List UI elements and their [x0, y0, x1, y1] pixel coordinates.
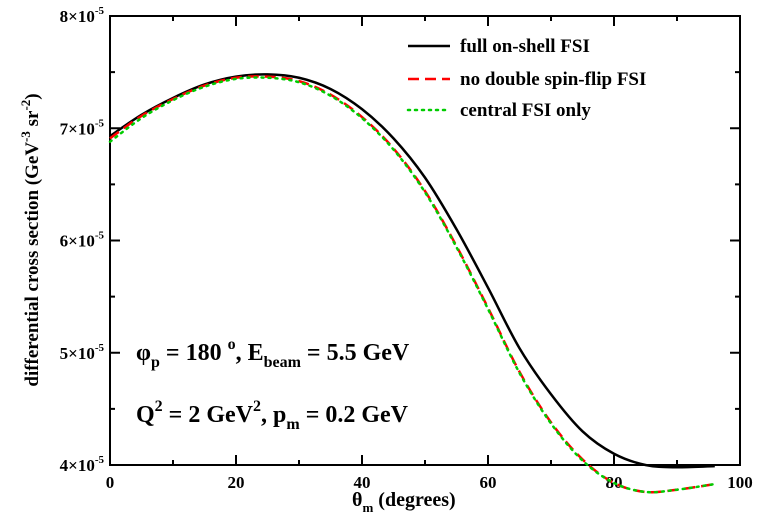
legend-label-central-fsi: central FSI only — [460, 100, 591, 121]
y-tick-label: 6×10-5 — [60, 230, 105, 251]
legend-label-full-on-shell: full on-shell FSI — [460, 36, 590, 57]
x-tick-label: 20 — [228, 473, 245, 492]
legend: full on-shell FSI no double spin-flip FS… — [406, 36, 646, 121]
annotation-kinematics-1: φp = 180 o, Ebeam = 5.5 GeV — [136, 336, 410, 371]
y-tick-label: 4×10-5 — [60, 454, 105, 475]
series-line-no-double-spin-flip — [109, 75, 715, 494]
x-tick-label: 100 — [727, 473, 753, 492]
y-tick-label: 7×10-5 — [60, 117, 105, 138]
annotation-kinematics-2: Q2 = 2 GeV2, pm = 0.2 GeV — [136, 398, 409, 433]
x-tick-label: 0 — [106, 473, 115, 492]
y-axis-label: differential cross section (GeV-3 sr-2) — [18, 93, 43, 386]
x-axis-label: θm (degrees) — [352, 489, 456, 515]
x-tick-label: 40 — [354, 473, 371, 492]
ticks: 0 20 40 60 80 1004×10-55×10-56×10-57×10-58×10… — [60, 5, 753, 492]
legend-label-no-double-spin-flip: no double spin-flip FSI — [460, 69, 646, 90]
series-line-full-on-shell — [109, 73, 715, 469]
x-tick-label: 60 — [480, 473, 497, 492]
y-tick-label: 5×10-5 — [60, 342, 105, 363]
y-tick-label: 8×10-5 — [60, 5, 105, 26]
series-line-central-fsi — [108, 76, 717, 494]
series-lines — [108, 73, 717, 494]
